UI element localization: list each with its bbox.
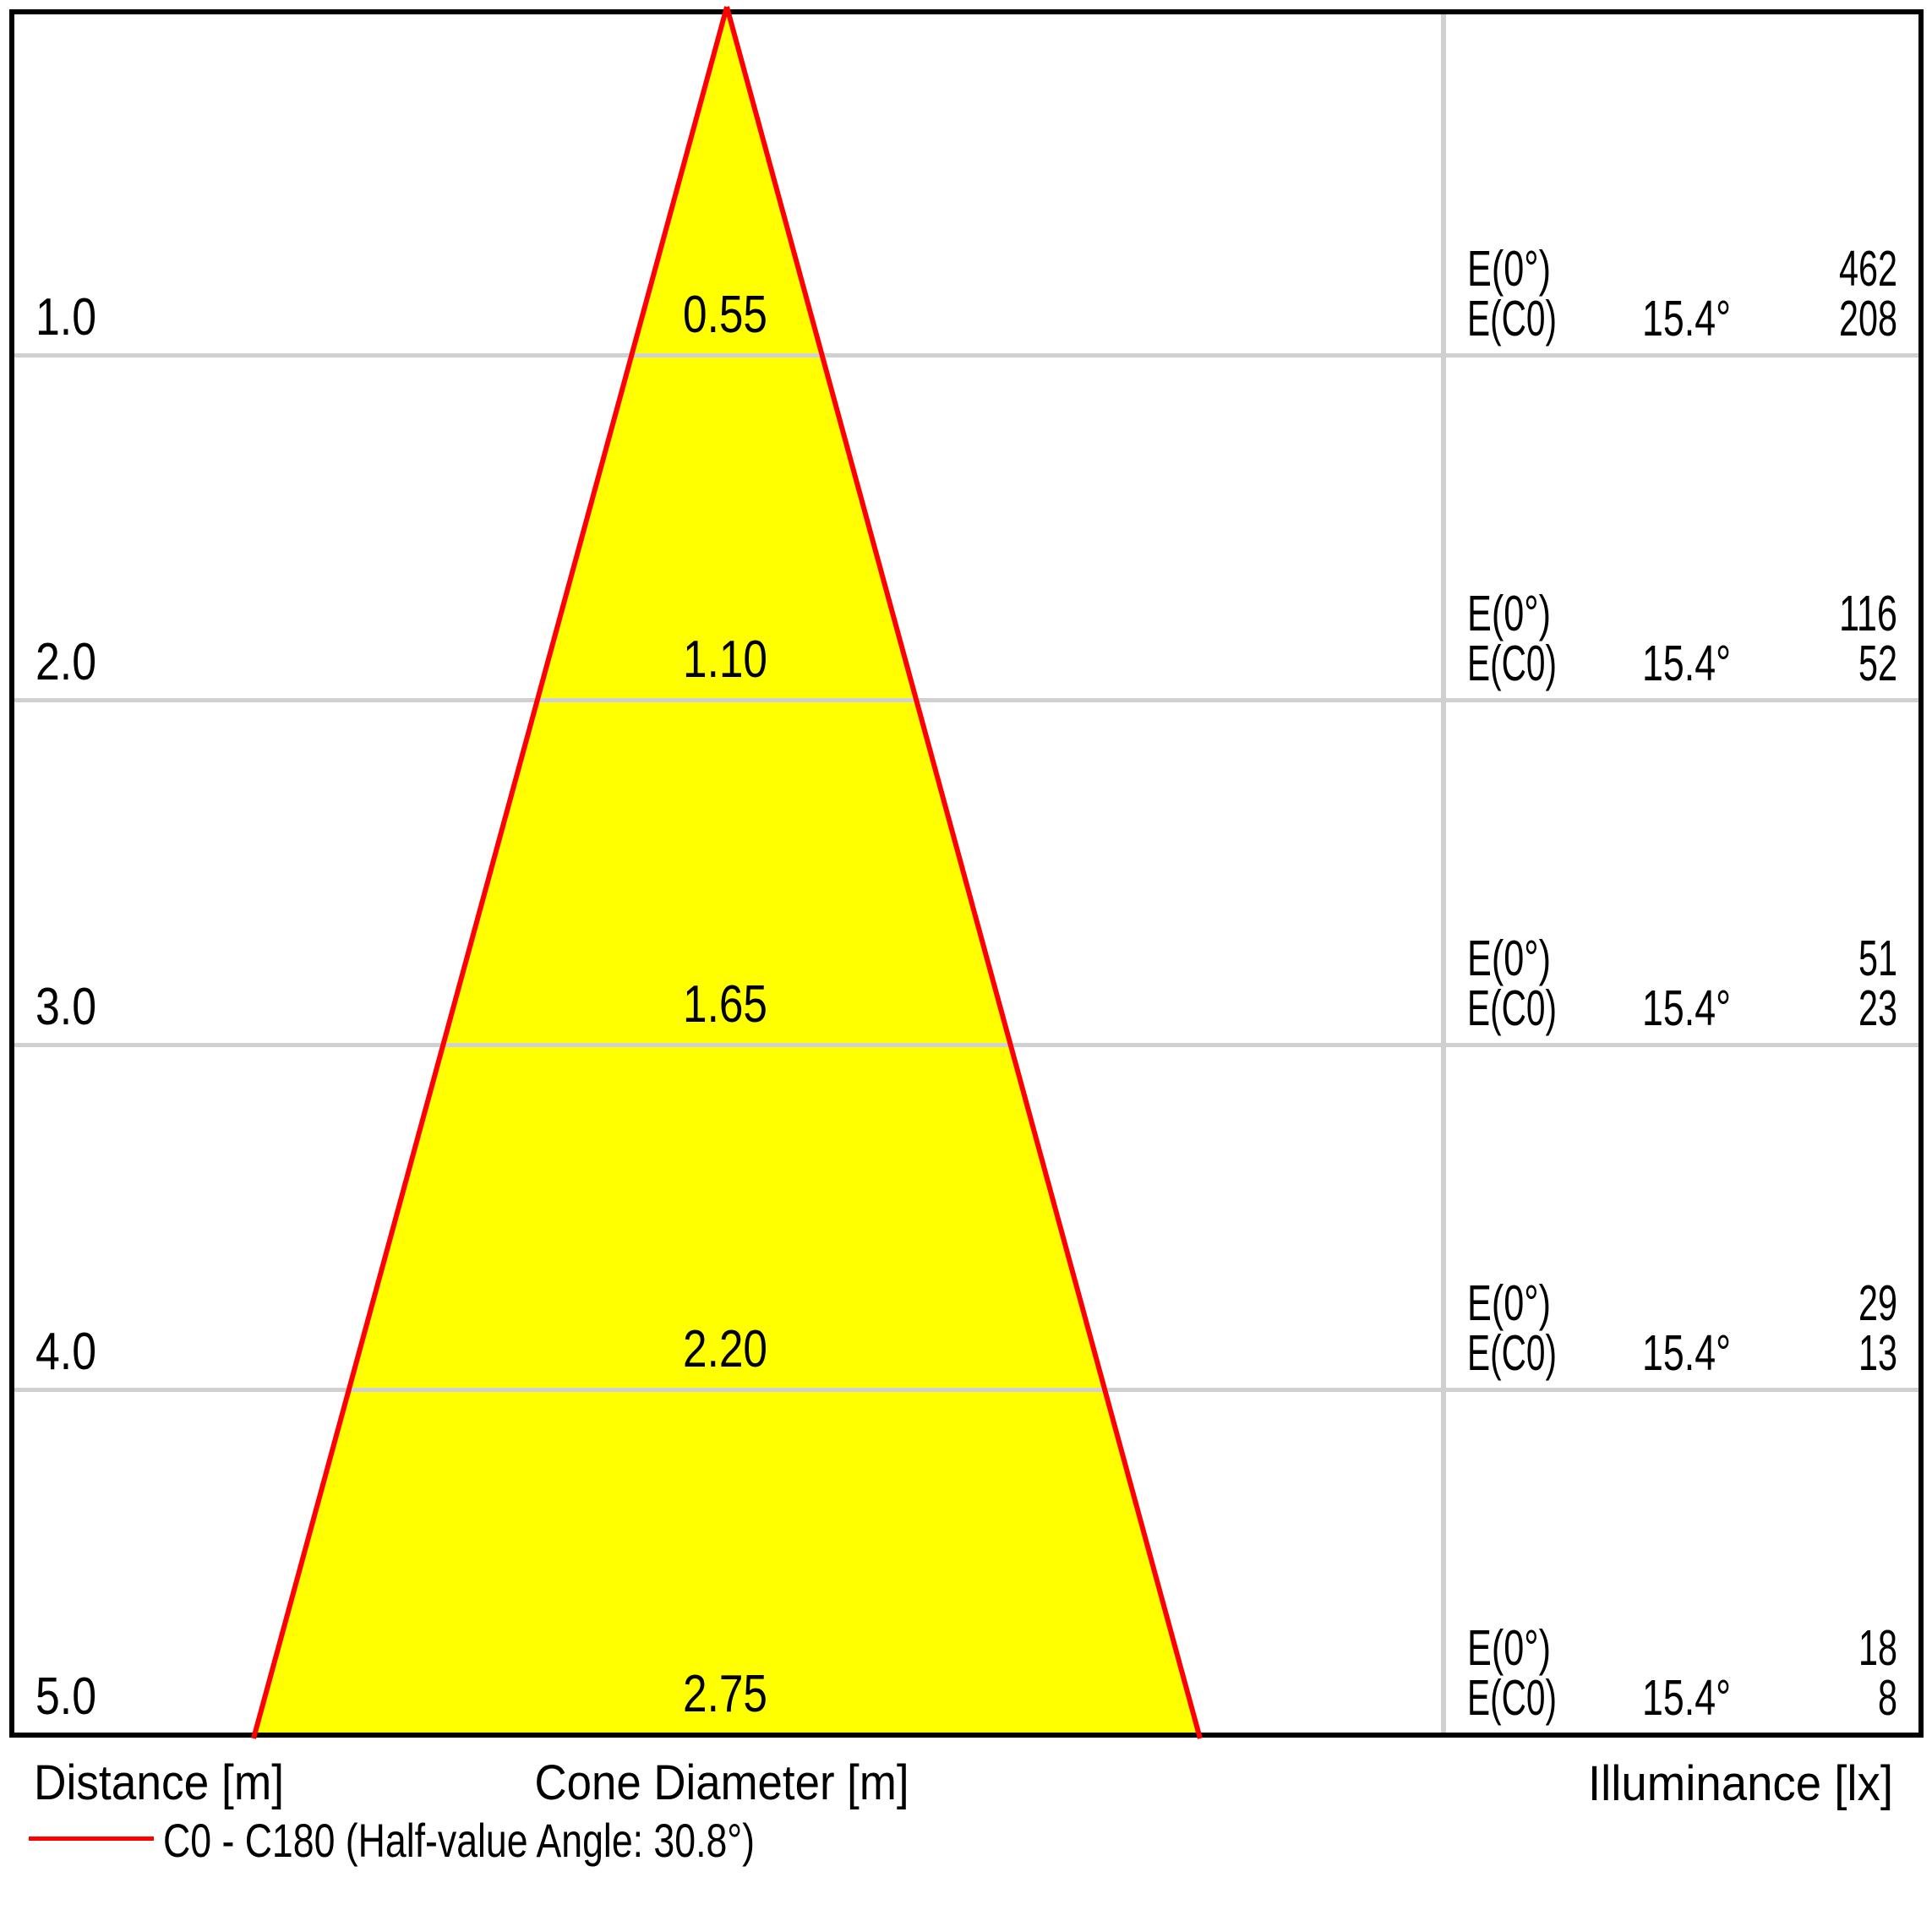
svg-text:116: 116 [1839,586,1897,641]
svg-text:E(0°): E(0°) [1467,586,1551,641]
svg-text:E(C0): E(C0) [1467,1670,1557,1726]
svg-text:8: 8 [1878,1670,1897,1726]
svg-text:Illuminance [lx]: Illuminance [lx] [1588,1756,1893,1811]
svg-text:E(0°): E(0°) [1467,1275,1551,1331]
svg-text:15.4°: 15.4° [1642,291,1731,347]
svg-text:0.55: 0.55 [683,286,767,344]
svg-text:208: 208 [1839,291,1897,347]
svg-text:52: 52 [1858,636,1897,691]
svg-text:18: 18 [1858,1620,1897,1676]
svg-text:E(C0): E(C0) [1467,980,1557,1036]
svg-text:4.0: 4.0 [35,1323,96,1381]
svg-text:1.0: 1.0 [35,288,96,347]
svg-text:E(0°): E(0°) [1467,241,1551,297]
svg-text:15.4°: 15.4° [1642,636,1731,691]
svg-text:3.0: 3.0 [35,978,96,1036]
svg-text:1.65: 1.65 [683,975,767,1034]
svg-text:E(0°): E(0°) [1467,1620,1551,1676]
svg-text:E(C0): E(C0) [1467,291,1557,347]
svg-text:Cone Diameter [m]: Cone Diameter [m] [535,1755,909,1810]
svg-text:15.4°: 15.4° [1642,980,1731,1036]
svg-text:E(C0): E(C0) [1467,1325,1557,1381]
svg-text:5.0: 5.0 [35,1667,96,1726]
svg-text:E(0°): E(0°) [1467,931,1551,986]
svg-text:E(C0): E(C0) [1467,636,1557,691]
svg-text:13: 13 [1858,1325,1897,1381]
svg-text:C0 - C180 (Half-value Angle: 3: C0 - C180 (Half-value Angle: 30.8°) [163,1814,755,1867]
svg-text:2.20: 2.20 [683,1320,767,1378]
svg-text:462: 462 [1839,241,1897,297]
svg-text:15.4°: 15.4° [1642,1325,1731,1381]
svg-text:2.0: 2.0 [35,633,96,691]
svg-text:Distance [m]: Distance [m] [34,1755,284,1810]
svg-text:1.10: 1.10 [683,630,767,689]
svg-text:15.4°: 15.4° [1642,1670,1731,1726]
svg-text:29: 29 [1858,1275,1897,1331]
svg-text:51: 51 [1858,931,1897,986]
svg-text:2.75: 2.75 [683,1665,767,1723]
svg-text:23: 23 [1858,980,1897,1036]
